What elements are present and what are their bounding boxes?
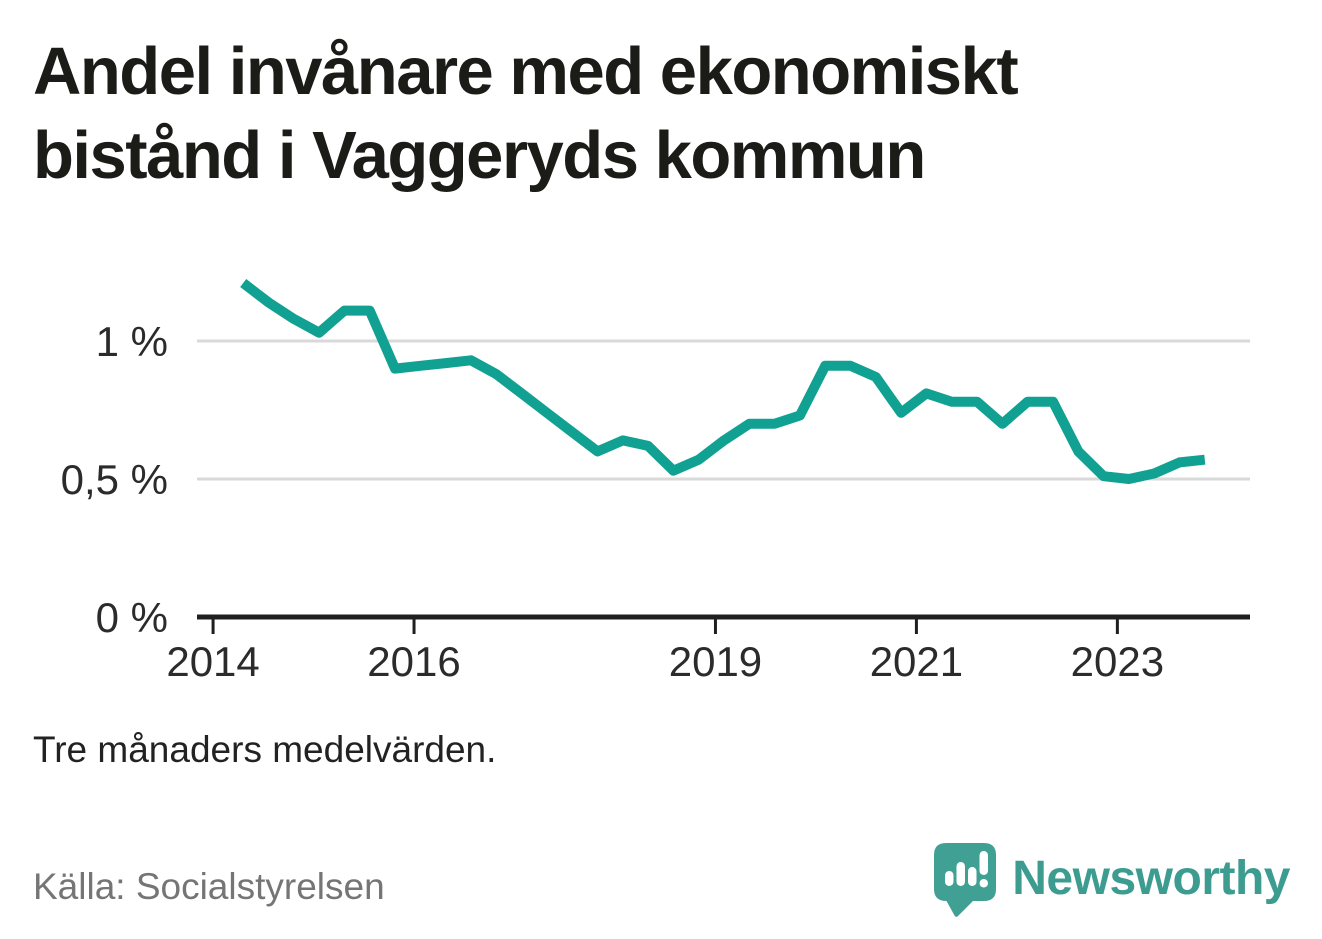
y-tick-label: 0,5 % [61,456,168,503]
x-axis [197,614,1250,634]
line-chart: 1 % 0,5 % 0 % 2014 2016 2019 2021 2023 [61,279,1250,685]
newsworthy-logo: Newsworthy [933,843,1290,921]
data-line [240,279,1206,484]
x-tick-label: 2021 [870,638,963,685]
x-tick-label: 2023 [1071,638,1164,685]
brand-name: Newsworthy [1012,852,1290,905]
speech-bubble-bar-chart-icon [934,843,997,917]
x-tick-label: 2019 [669,638,762,685]
y-tick-label: 1 % [96,318,168,365]
x-axis-labels: 2014 2016 2019 2021 2023 [166,638,1164,685]
source-attribution: Källa: Socialstyrelsen [33,866,385,907]
x-tick-label: 2014 [166,638,259,685]
x-tick-label: 2016 [367,638,460,685]
gridlines [197,339,1250,481]
chart-note: Tre månaders medelvärden. [33,729,497,770]
chart-title: Andel invånare med ekonomiskt bistånd i … [33,34,1019,193]
y-tick-label: 0 % [96,594,168,641]
y-axis-labels: 1 % 0,5 % 0 % [61,318,168,641]
